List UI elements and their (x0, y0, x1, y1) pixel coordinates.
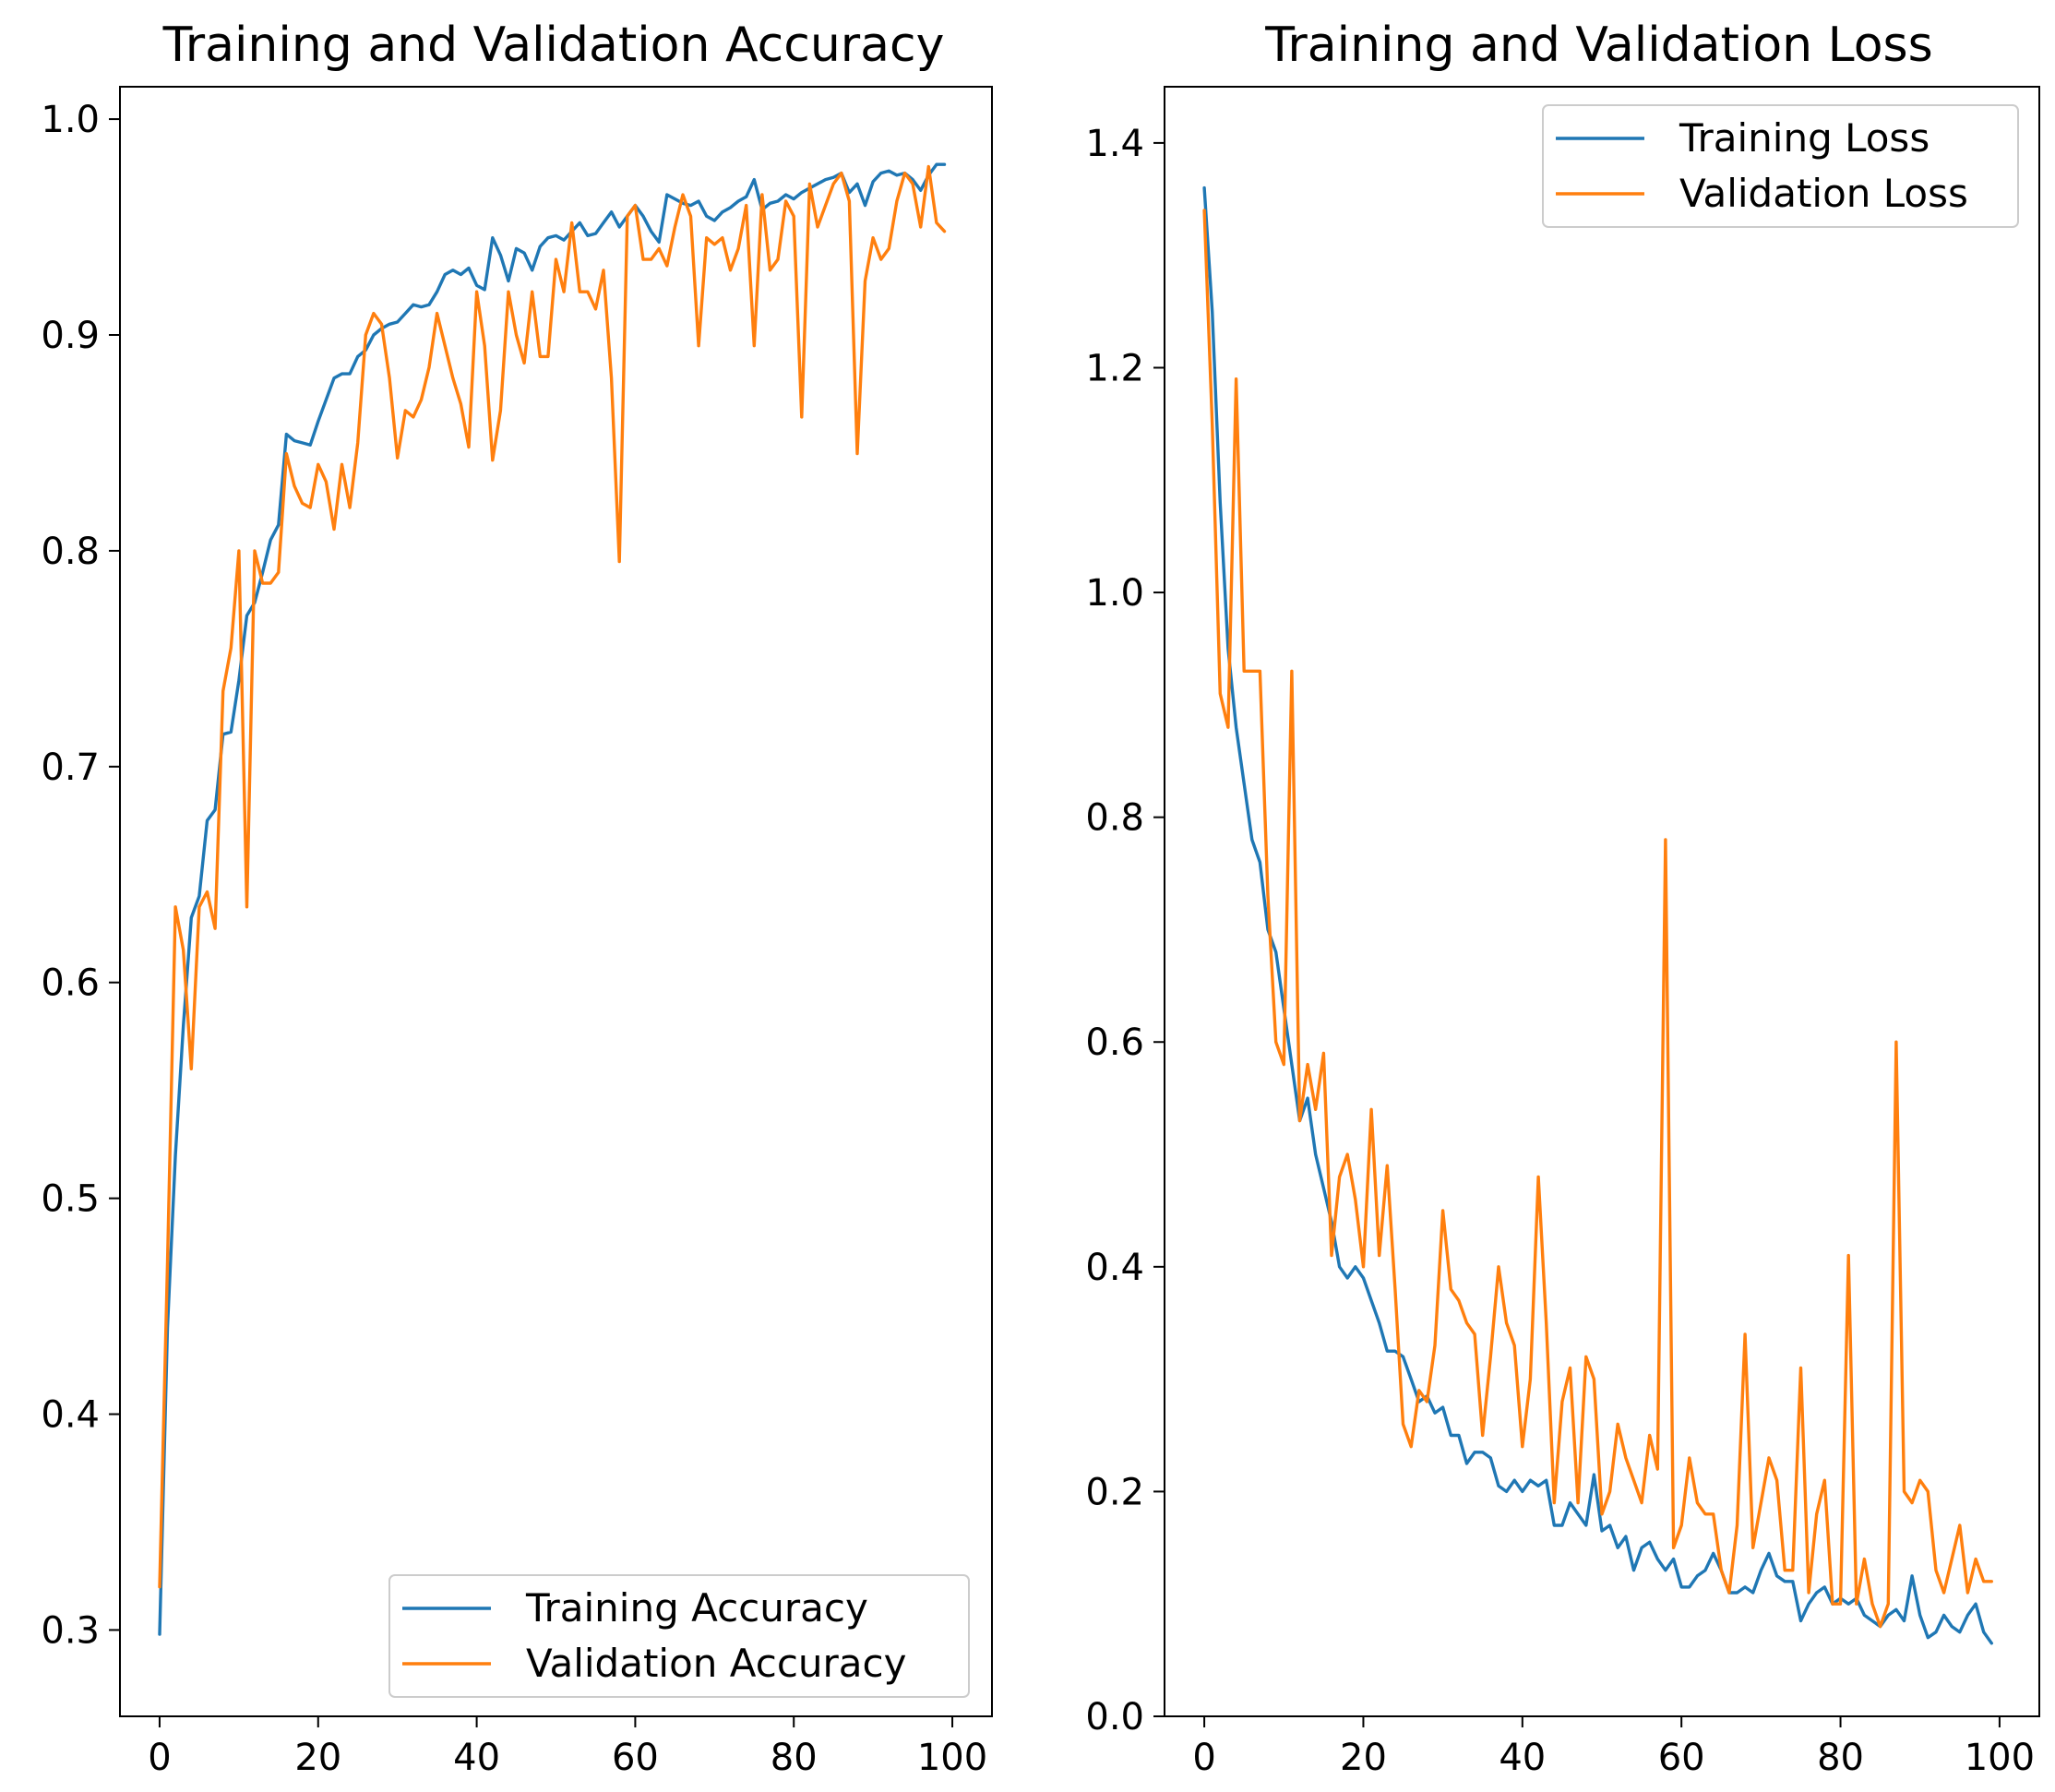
loss-chart: Training and Validation Loss 0 20 40 60 80 10… (1085, 18, 2040, 1779)
accuracy-legend-label-training: Training Accuracy (525, 1585, 868, 1631)
loss-legend-box (1542, 104, 2019, 228)
loss-plot-area: 0 20 40 60 80 100 0.0 0.2 0.4 0.6 0.8 1.0 1.2 1.4 (1085, 86, 2040, 1779)
loss-x-tick-label: 20 (1340, 1737, 1387, 1779)
accuracy-y-tick-label: 1.0 (41, 99, 100, 141)
loss-y-tick-label: 0.0 (1085, 1696, 1144, 1738)
loss-y-tick-label: 0.6 (1085, 1021, 1144, 1064)
loss-y-tick-label: 1.2 (1085, 347, 1144, 389)
accuracy-legend-label-validation: Validation Accuracy (526, 1641, 907, 1686)
accuracy-y-tick-label: 0.7 (41, 747, 100, 789)
accuracy-x-tick-label: 60 (612, 1737, 659, 1779)
accuracy-x-tick-label: 80 (771, 1737, 818, 1779)
accuracy-x-tick-label: 40 (453, 1737, 500, 1779)
accuracy-series-line-training (158, 162, 947, 1636)
loss-chart-title: Training and Validation Loss (1264, 18, 1932, 73)
accuracy-y-tick-label: 0.8 (41, 531, 100, 573)
loss-y-tick-label: 0.2 (1085, 1471, 1144, 1513)
accuracy-y-tick-label: 0.3 (41, 1609, 100, 1652)
loss-legend: Training Loss Validation Loss (1542, 104, 2019, 228)
accuracy-chart: Training and Validation Accuracy 0 20 40 60… (41, 18, 993, 1779)
loss-x-tick-label: 100 (1965, 1737, 2035, 1779)
accuracy-legend-box (388, 1574, 970, 1698)
accuracy-x-tick-label: 100 (917, 1737, 987, 1779)
accuracy-axes-frame (119, 86, 993, 1717)
loss-y-tick-label: 1.4 (1085, 123, 1144, 165)
loss-y-tick-label: 0.4 (1085, 1247, 1144, 1289)
loss-x-tick-label: 0 (1192, 1737, 1215, 1779)
loss-x-tick-label: 40 (1499, 1737, 1546, 1779)
loss-series-line-validation (1202, 209, 1994, 1629)
accuracy-y-tick-label: 0.4 (41, 1394, 100, 1437)
accuracy-chart-title: Training and Validation Accuracy (162, 18, 945, 73)
accuracy-legend: Training Accuracy Validation Accuracy (388, 1574, 970, 1698)
accuracy-x-tick-label: 20 (294, 1737, 341, 1779)
accuracy-y-tick-label: 0.5 (41, 1178, 100, 1221)
accuracy-y-tick-label: 0.9 (41, 315, 100, 357)
loss-series-line-training (1202, 185, 1994, 1645)
loss-x-tick-label: 60 (1658, 1737, 1705, 1779)
accuracy-y-tick-label: 0.6 (41, 962, 100, 1005)
loss-legend-label-validation: Validation Loss (1679, 171, 1968, 216)
loss-legend-label-training: Training Loss (1679, 115, 1930, 161)
accuracy-plot-area: 0 20 40 60 80 100 0.3 0.4 0.5 0.6 0.7 0.8 0.9 1.0 (41, 86, 993, 1779)
loss-axes-frame (1164, 86, 2040, 1717)
loss-y-tick-label: 1.0 (1085, 572, 1144, 615)
loss-x-tick-label: 80 (1817, 1737, 1864, 1779)
accuracy-x-tick-label: 0 (148, 1737, 171, 1779)
accuracy-series-line-validation (158, 164, 947, 1589)
loss-y-tick-label: 0.8 (1085, 797, 1144, 840)
